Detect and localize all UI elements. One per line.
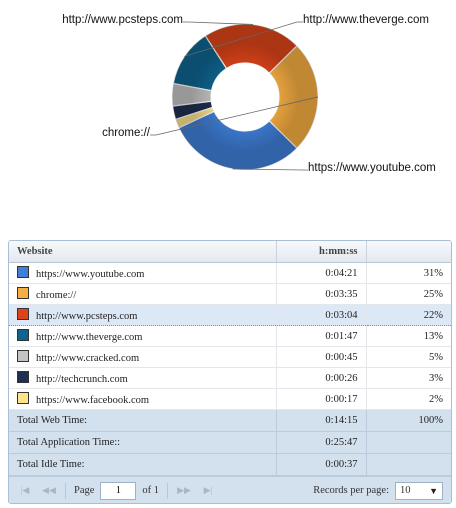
percent-cell: 22% [366, 304, 451, 326]
site-label: https://www.youtube.com [36, 269, 145, 280]
table-row[interactable]: https://www.facebook.com 0:00:17 2% [9, 388, 451, 410]
totals-label: Total Application Time:: [9, 431, 277, 454]
table-header-row: Website h:mm:ss [9, 241, 451, 263]
site-cell: http://techcrunch.com [9, 367, 277, 389]
table-row[interactable]: chrome:// 0:03:35 25% [9, 283, 451, 305]
records-per-page-value: 10 [400, 485, 411, 496]
last-page-button[interactable]: ▶| [203, 485, 213, 495]
site-label: http://www.pcsteps.com [36, 311, 138, 322]
slice-label: https://www.youtube.com [308, 162, 436, 174]
percent-cell: 3% [366, 367, 451, 389]
site-label: http://techcrunch.com [36, 374, 128, 385]
callout-line [184, 21, 303, 57]
next-page-button[interactable]: ▶▶ [177, 485, 191, 495]
first-page-button[interactable]: |◀ [20, 485, 30, 495]
previous-page-button[interactable]: ◀◀ [42, 485, 56, 495]
color-swatch [17, 392, 29, 404]
color-swatch [17, 329, 29, 341]
color-swatch [17, 350, 29, 362]
table-row[interactable]: http://techcrunch.com 0:00:26 3% [9, 367, 451, 389]
color-swatch [17, 371, 29, 383]
table-totals: Total Web Time: 0:14:15 100% Total Applicat… [9, 409, 451, 476]
pager-separator [65, 482, 66, 499]
percent-cell: 13% [366, 325, 451, 347]
donut-chart: http://www.pcsteps.com http://www.theverg… [0, 0, 456, 230]
page-label: Page [74, 485, 95, 496]
table-row[interactable]: http://www.cracked.com 0:00:45 5% [9, 346, 451, 368]
site-label: chrome:// [36, 290, 77, 301]
totals-percent: 100% [366, 409, 451, 432]
table-body: https://www.youtube.com 0:04:21 31% chrome:… [9, 262, 451, 410]
totals-row: Total Web Time: 0:14:15 100% [9, 409, 451, 432]
column-header-website[interactable]: Website [9, 241, 277, 263]
page-number-input[interactable] [100, 481, 137, 500]
totals-label: Total Idle Time: [9, 453, 277, 476]
totals-label: Total Web Time: [9, 409, 277, 432]
site-label: https://www.facebook.com [36, 395, 150, 406]
callout-line [232, 168, 308, 171]
table-row[interactable]: http://www.theverge.com 0:01:47 13% [9, 325, 451, 347]
color-swatch [17, 266, 29, 278]
totals-time: 0:00:37 [276, 453, 367, 476]
dropdown-arrow-icon: ▼ [429, 485, 438, 496]
percent-cell: 2% [366, 388, 451, 410]
time-cell: 0:03:04 [276, 304, 367, 326]
slice-label: http://www.pcsteps.com [62, 14, 183, 26]
time-cell: 0:04:21 [276, 262, 367, 284]
color-swatch [17, 287, 29, 299]
site-cell: http://www.cracked.com [9, 346, 277, 368]
callout-line [183, 21, 253, 25]
pager-separator [167, 482, 169, 499]
totals-time: 0:14:15 [276, 409, 367, 432]
site-cell: http://www.theverge.com [9, 325, 277, 347]
totals-time: 0:25:47 [276, 431, 367, 454]
donut-chart-svg [150, 21, 319, 171]
column-header-time[interactable]: h:mm:ss [276, 241, 367, 263]
site-label: http://www.cracked.com [36, 353, 140, 364]
slice-label: http://www.theverge.com [303, 14, 429, 26]
website-time-grid: Website h:mm:ss https://www.youtube.com 0… [8, 240, 452, 504]
records-per-page-label: Records per page: [313, 485, 389, 496]
totals-row: Total Idle Time: 0:00:37 [9, 453, 451, 476]
table-row[interactable]: https://www.youtube.com 0:04:21 31% [9, 262, 451, 284]
time-cell: 0:01:47 [276, 325, 367, 347]
website-time-table: Website h:mm:ss https://www.youtube.com 0… [9, 241, 451, 476]
of-label: of [142, 485, 152, 496]
percent-cell: 31% [366, 262, 451, 284]
totals-percent [366, 431, 451, 454]
totals-percent [366, 453, 451, 476]
time-cell: 0:00:26 [276, 367, 367, 389]
total-pages-label: 1 [153, 485, 160, 496]
pager-bar: |◀ ◀◀ Page of 1 ▶▶ ▶| Records per page: … [9, 476, 451, 503]
percent-cell: 5% [366, 346, 451, 368]
time-cell: 0:00:45 [276, 346, 367, 368]
site-cell: http://www.pcsteps.com [9, 304, 277, 326]
site-cell: chrome:// [9, 283, 277, 305]
table-row[interactable]: http://www.pcsteps.com 0:03:04 22% [9, 304, 451, 326]
slice-label: chrome:// [102, 127, 150, 139]
site-cell: https://www.facebook.com [9, 388, 277, 410]
callout-line [150, 96, 319, 136]
records-per-page-select[interactable]: 10 ▼ [395, 481, 443, 500]
percent-cell: 25% [366, 283, 451, 305]
site-cell: https://www.youtube.com [9, 262, 277, 284]
color-swatch [17, 308, 29, 320]
column-header-percent[interactable] [366, 241, 451, 263]
site-label: http://www.theverge.com [36, 332, 143, 343]
totals-row: Total Application Time:: 0:25:47 [9, 431, 451, 454]
time-cell: 0:00:17 [276, 388, 367, 410]
time-cell: 0:03:35 [276, 283, 367, 305]
